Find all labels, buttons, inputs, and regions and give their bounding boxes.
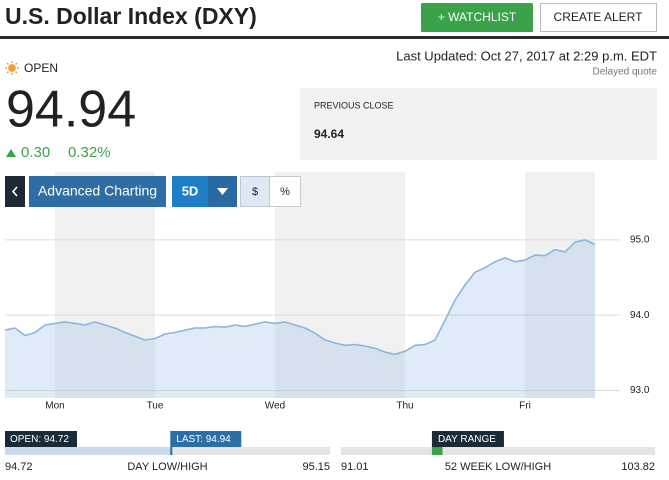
area (5, 239, 595, 398)
x-tick-label: Tue (147, 401, 164, 412)
back-button[interactable] (5, 176, 25, 207)
sun-ray (6, 71, 9, 74)
price-change-percent: 0.32% (68, 144, 111, 161)
percent-toggle-bg[interactable] (269, 176, 301, 207)
range-bars: OPEN: 94.72 LAST: 94.94 94.72 DAY LOW/HIGH 9… (5, 431, 655, 473)
y-tick-label: 93.0 (630, 385, 650, 396)
range-button-bg[interactable] (172, 176, 208, 207)
day-band (275, 172, 405, 398)
range-dropdown[interactable]: 5D (172, 176, 237, 207)
previous-close-box (300, 88, 657, 160)
week52-label: 52 WEEK LOW/HIGH (445, 461, 551, 473)
last-tag-label: LAST: 94.94 (176, 434, 231, 445)
x-tick-label: Fri (519, 401, 531, 412)
up-arrow (6, 149, 16, 157)
watchlist-button-label[interactable]: + WATCHLIST (438, 10, 517, 24)
watchlist-button-bg[interactable] (421, 3, 533, 32)
y-tick-label: 95.0 (630, 234, 650, 245)
sun-icon (5, 61, 19, 75)
plot: 93.0 94.0 95.0 Mon Tue Wed Thu Fri (4, 234, 650, 412)
open-tag (5, 431, 77, 447)
previous-close-value: 94.64 (314, 127, 344, 141)
x-tick-label: Thu (396, 401, 413, 412)
range-label[interactable]: 5D (182, 183, 199, 198)
day-bands (55, 172, 595, 398)
day-band (525, 172, 595, 398)
percent-toggle-label[interactable]: % (280, 186, 290, 198)
advanced-button-label[interactable]: Advanced Charting (38, 183, 157, 199)
advanced-button-bg[interactable] (29, 176, 166, 207)
sun-ray (15, 62, 18, 65)
day-high: 95.15 (302, 461, 330, 473)
day-range-marker (431, 447, 443, 455)
price-line (4, 239, 596, 356)
delayed-note: Delayed quote (593, 67, 658, 78)
price-change: 0.30 (21, 144, 50, 161)
week52-high: 103.82 (621, 461, 655, 473)
market-status: OPEN (24, 61, 58, 75)
x-tick-label: Wed (265, 401, 285, 412)
range-caret[interactable] (217, 188, 228, 195)
week52-track (341, 447, 655, 455)
open-tag-label: OPEN: 94.72 (10, 434, 69, 445)
alert-button-bg[interactable] (540, 3, 657, 32)
last-tag (171, 431, 242, 447)
back-chevron[interactable] (11, 186, 18, 197)
percent-toggle[interactable]: % (269, 176, 301, 207)
day-range-fill (5, 447, 172, 455)
day-range-label: DAY LOW/HIGH (127, 461, 207, 473)
alert-button[interactable]: CREATE ALERT (540, 3, 657, 32)
sun-ray (15, 71, 18, 74)
advanced-charting-button[interactable]: Advanced Charting (29, 176, 166, 207)
day-band (55, 172, 155, 398)
last-updated: Last Updated: Oct 27, 2017 at 2:29 p.m. … (396, 48, 657, 63)
day-range-tag (431, 431, 504, 447)
x-tick-label: Mon (45, 401, 64, 412)
day-range-tag-label: DAY RANGE (438, 434, 496, 445)
page-title: U.S. Dollar Index (DXY) (5, 3, 257, 29)
header-rule (0, 36, 669, 39)
price: 94.94 (6, 81, 136, 139)
day-low: 94.72 (5, 461, 33, 473)
week52-low: 91.01 (341, 461, 369, 473)
previous-close-label: PREVIOUS CLOSE (314, 100, 394, 110)
back-button-bg[interactable] (5, 176, 25, 207)
alert-button-label[interactable]: CREATE ALERT (554, 10, 644, 24)
watchlist-button[interactable]: + WATCHLIST (421, 3, 533, 32)
dollar-toggle-label[interactable]: $ (252, 186, 258, 198)
y-tick-label: 94.0 (630, 310, 650, 321)
dollar-toggle[interactable]: $ (240, 176, 270, 207)
sun-core (8, 64, 16, 72)
sun-ray (6, 62, 9, 65)
